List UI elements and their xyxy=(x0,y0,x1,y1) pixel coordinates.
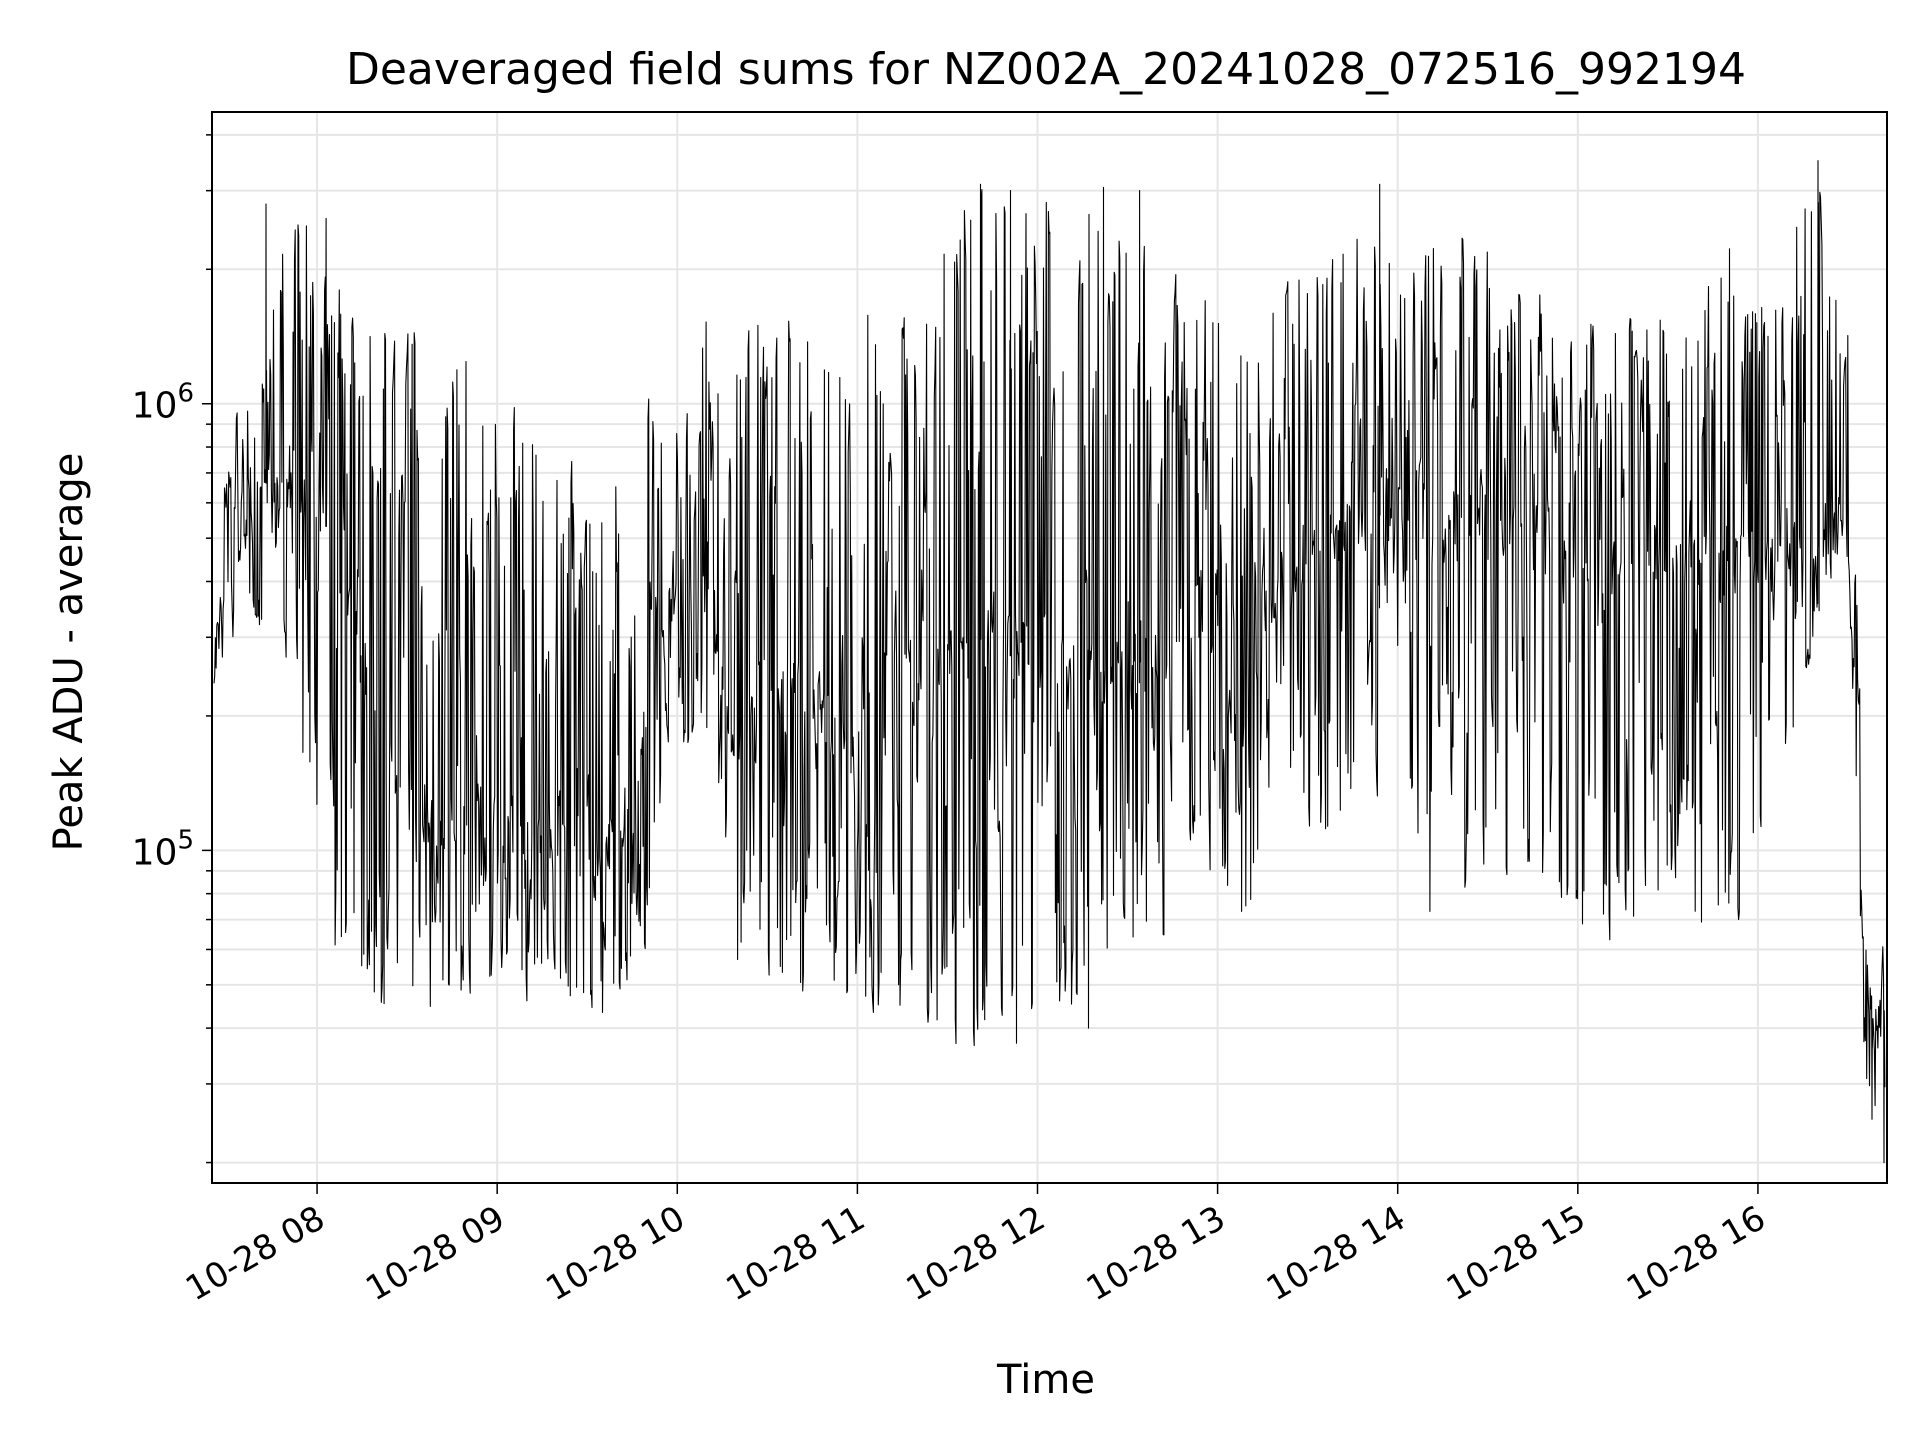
y-tick-base: 10 xyxy=(132,386,178,427)
y-tick-exponent: 6 xyxy=(177,379,194,409)
y-tick-label: 106 xyxy=(132,379,194,427)
y-tick-label: 105 xyxy=(132,825,194,873)
chart-title: Deaveraged field sums for NZ002A_2024102… xyxy=(346,44,1746,95)
data-line xyxy=(213,160,1886,1164)
y-axis-label: Peak ADU - average xyxy=(46,453,92,852)
series-layer xyxy=(213,160,1886,1164)
plot-frame xyxy=(211,111,1888,1184)
y-tick-exponent: 5 xyxy=(177,825,194,855)
x-axis-label: Time xyxy=(996,1357,1095,1403)
y-tick-base: 10 xyxy=(132,832,178,873)
